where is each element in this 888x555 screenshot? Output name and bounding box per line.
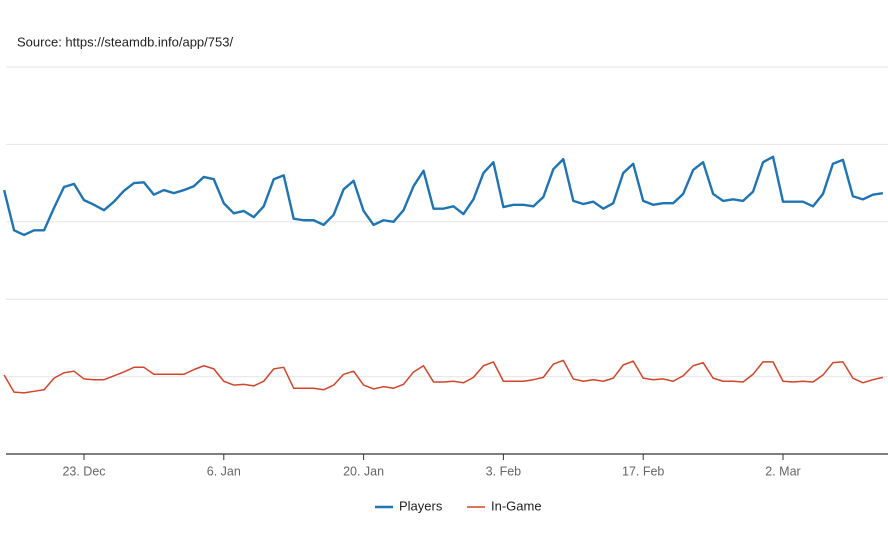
x-tick-label: 23. Dec [62, 464, 105, 478]
chart-title: Source: https://steamdb.info/app/753/ [17, 34, 233, 49]
x-tick-label: 20. Jan [343, 464, 384, 478]
x-tick-label: 6. Jan [207, 464, 241, 478]
series-line [3, 359, 884, 394]
x-tick-label: 3. Feb [486, 464, 521, 478]
series-line [2, 155, 884, 237]
x-tick-label: 17. Feb [622, 464, 664, 478]
legend-label: Players [399, 498, 443, 513]
legend-label: In-Game [491, 498, 542, 513]
x-tick-label: 2. Mar [765, 464, 800, 478]
